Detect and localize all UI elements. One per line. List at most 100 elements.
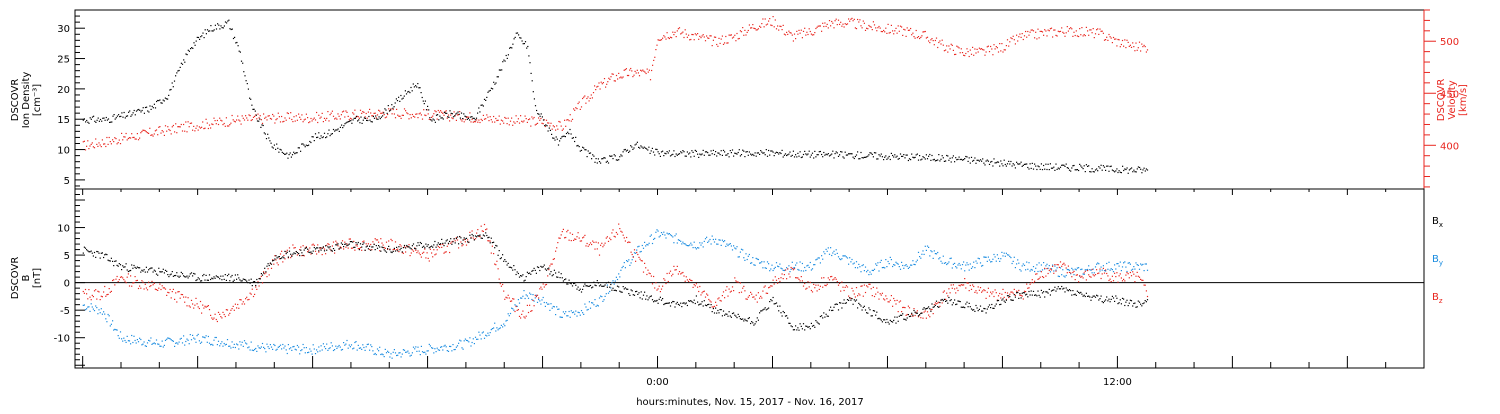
velocity-series-point — [637, 72, 639, 74]
velocity-series-point — [157, 134, 159, 136]
bz-series-point — [1098, 272, 1100, 274]
bx-series-point — [823, 312, 825, 314]
density-series-point — [401, 98, 403, 100]
by-series-point — [310, 350, 312, 352]
by-series-point — [602, 300, 604, 302]
density-series-point — [802, 153, 805, 156]
density-series-point — [751, 154, 753, 156]
density-series-point — [652, 151, 655, 153]
velocity-series-point — [541, 122, 543, 124]
by-series-point — [1118, 265, 1120, 267]
velocity-series-point — [922, 31, 924, 33]
velocity-series-point — [277, 112, 279, 114]
bx-series-point — [724, 314, 726, 316]
density-series-point — [708, 154, 710, 156]
density-series-point — [925, 154, 927, 156]
bz-series-point — [469, 231, 471, 233]
velocity-series-point — [514, 122, 516, 124]
density-series-point — [251, 104, 253, 106]
bz-series-point — [1111, 275, 1113, 277]
by-series-point — [702, 246, 704, 248]
bz-series-point — [1067, 265, 1069, 267]
bx-series-point — [468, 241, 470, 243]
legend-sub: x — [1439, 221, 1443, 229]
density-series-point — [173, 80, 176, 82]
bz-series-point — [747, 296, 749, 298]
by-series-point — [657, 230, 659, 232]
by-series-point — [665, 237, 667, 239]
bx-series-point — [294, 253, 296, 255]
velocity-series-point — [515, 115, 517, 117]
bz-series-point — [1008, 296, 1010, 299]
bz-series-point — [474, 238, 477, 240]
by-series-point — [824, 253, 826, 255]
density-series-point — [158, 100, 160, 102]
bz-series-point — [481, 230, 483, 232]
bx-series-point — [394, 250, 397, 252]
by-series-point — [242, 345, 244, 347]
velocity-series-point — [1105, 39, 1107, 41]
bx-series-point — [504, 259, 506, 261]
velocity-series-point — [1081, 27, 1083, 29]
by-series-point — [298, 346, 300, 348]
by-series-point — [251, 349, 253, 351]
density-series-point — [465, 116, 467, 118]
bz-series-point — [802, 285, 805, 287]
bz-series-point — [551, 263, 553, 265]
by-series-point — [653, 238, 655, 240]
bz-series-point — [411, 249, 413, 251]
by-series-point — [1100, 266, 1102, 268]
by-series-point — [358, 347, 360, 349]
velocity-series-point — [562, 128, 564, 130]
bz-series-point — [707, 294, 709, 296]
bx-series-point — [526, 271, 528, 273]
by-series-point — [396, 354, 398, 357]
velocity-series-point — [117, 142, 119, 144]
density-series-point — [147, 110, 149, 112]
density-series-point — [721, 154, 723, 156]
bz-series-point — [593, 241, 595, 243]
by-series-point — [976, 262, 978, 264]
bz-series-point — [746, 298, 748, 300]
bz-series-point — [787, 268, 789, 270]
bx-series-point — [852, 303, 854, 305]
bx-series-point — [636, 290, 638, 292]
bz-series-point — [319, 248, 321, 250]
velocity-series-point — [863, 22, 865, 24]
density-series-point — [675, 153, 677, 155]
bz-series-point — [647, 269, 649, 271]
by-series-point — [901, 261, 903, 263]
bz-series-point — [203, 307, 205, 309]
density-series-point — [999, 165, 1001, 167]
bx-series-point — [213, 276, 215, 278]
velocity-series-point — [1026, 36, 1028, 38]
bz-series-point — [100, 295, 102, 297]
by-series-point — [885, 259, 887, 261]
density-series-point — [625, 150, 627, 152]
bz-series-point — [476, 232, 478, 234]
by-series-point — [446, 350, 448, 352]
velocity-series-point — [622, 76, 624, 78]
density-series-point — [899, 153, 902, 155]
bz-series-point — [639, 258, 641, 260]
by-series-point — [408, 352, 410, 354]
bx-series-point — [164, 269, 167, 271]
velocity-series-point — [842, 23, 844, 25]
density-series-point — [974, 157, 976, 159]
by-series-point — [250, 341, 252, 343]
velocity-series-point — [974, 48, 976, 50]
density-series-point — [615, 159, 617, 161]
density-series-point — [700, 154, 702, 156]
bz-series-point — [1056, 264, 1058, 266]
density-series-point — [915, 154, 917, 156]
by-series-point — [873, 268, 876, 270]
by-series-point — [1136, 264, 1138, 266]
bx-series-point — [1073, 294, 1075, 296]
bz-series-point — [498, 278, 500, 280]
bz-series-point — [752, 296, 754, 298]
by-series-point — [906, 265, 908, 267]
bx-series-point — [434, 240, 436, 243]
by-series-point — [517, 299, 519, 301]
by-series-point — [587, 308, 589, 311]
bx-series-point — [467, 241, 469, 243]
